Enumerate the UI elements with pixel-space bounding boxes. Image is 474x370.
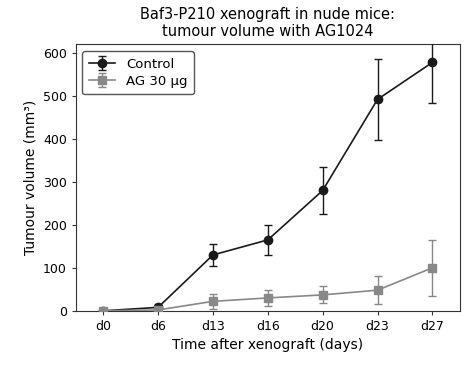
Title: Baf3-P210 xenograft in nude mice:
tumour volume with AG1024: Baf3-P210 xenograft in nude mice: tumour…	[140, 7, 395, 39]
Legend: Control, AG 30 μg: Control, AG 30 μg	[82, 51, 194, 94]
Y-axis label: Tumour volume (mm³): Tumour volume (mm³)	[23, 100, 37, 255]
X-axis label: Time after xenograft (days): Time after xenograft (days)	[172, 339, 364, 352]
